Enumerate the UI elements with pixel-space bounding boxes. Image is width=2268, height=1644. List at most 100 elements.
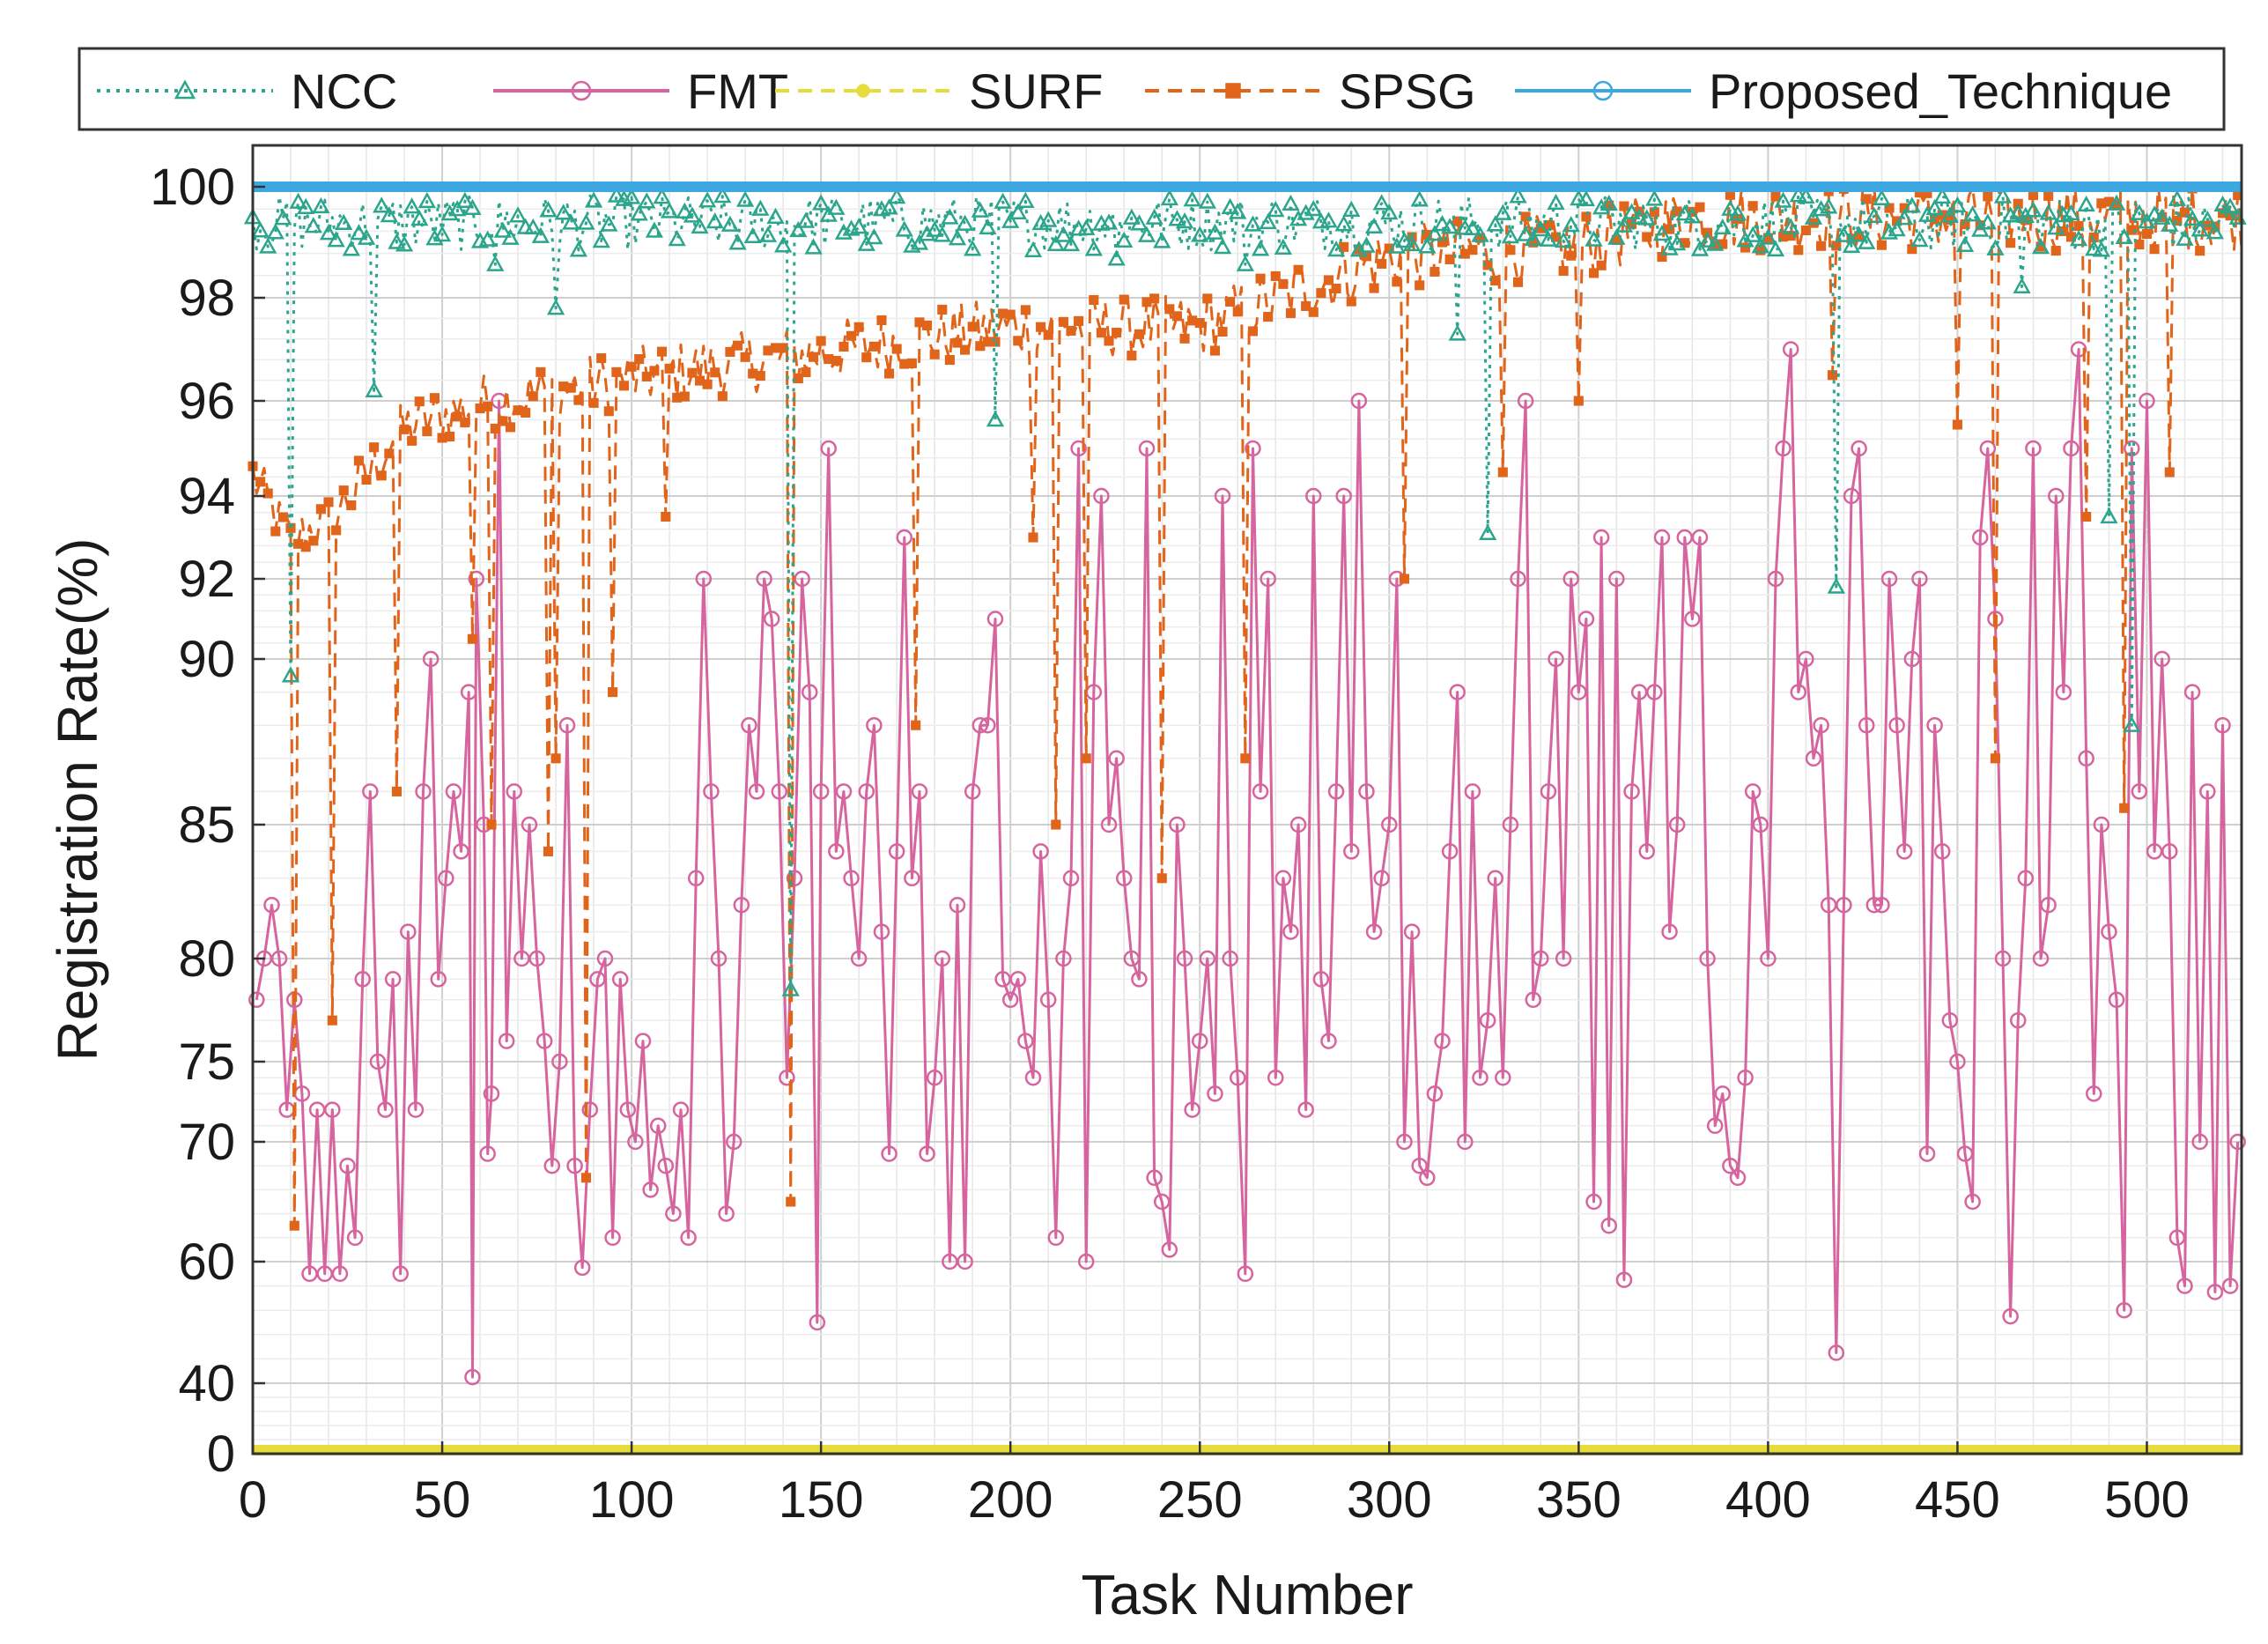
spsg-point bbox=[778, 343, 788, 353]
fmt-point bbox=[354, 971, 371, 988]
fmt-point bbox=[2229, 1133, 2246, 1151]
ncc-point bbox=[1865, 206, 1883, 224]
fmt-point bbox=[1646, 684, 1663, 700]
spsg-point bbox=[1066, 325, 1076, 336]
spsg-point bbox=[1263, 312, 1274, 322]
ncc-point bbox=[1842, 236, 1861, 253]
ncc-point bbox=[388, 233, 406, 249]
ncc-point bbox=[1660, 239, 1679, 255]
fmt-point bbox=[1199, 950, 1216, 967]
ncc-point bbox=[1902, 196, 1921, 213]
ncc-point bbox=[789, 220, 808, 238]
spsg-point bbox=[1573, 396, 1584, 406]
ncc-point bbox=[1622, 203, 1641, 219]
ncc-point bbox=[327, 231, 345, 248]
spsg-point bbox=[1058, 316, 1068, 327]
fmt-point bbox=[2025, 440, 2042, 457]
fmt-point bbox=[657, 1157, 675, 1174]
ncc-point bbox=[880, 198, 898, 215]
ncc-point bbox=[1986, 239, 2005, 255]
ncc-point bbox=[1357, 236, 1376, 253]
ncc-point bbox=[1433, 214, 1452, 232]
fmt-point bbox=[1108, 750, 1125, 767]
spsg-point bbox=[2149, 244, 2160, 255]
fmt-point bbox=[957, 1253, 973, 1270]
spsg-point bbox=[1581, 211, 1592, 222]
ncc-point bbox=[1039, 211, 1058, 227]
spsg-point bbox=[1695, 202, 1705, 212]
spsg-point bbox=[608, 687, 618, 698]
fmt-point bbox=[1472, 1069, 1489, 1086]
spsg-point bbox=[1520, 211, 1531, 222]
fmt-point bbox=[1009, 971, 1027, 988]
fmt-point bbox=[642, 1181, 659, 1198]
fmt-point bbox=[1115, 870, 1133, 887]
fmt-point bbox=[1312, 971, 1330, 988]
spsg-point bbox=[1104, 336, 1114, 346]
ncc-point bbox=[1016, 191, 1035, 208]
ncc-point bbox=[1137, 226, 1156, 242]
spsg-point bbox=[1119, 294, 1129, 305]
surf-point bbox=[856, 84, 870, 98]
spsg-point bbox=[952, 337, 963, 348]
fmt-point bbox=[558, 716, 576, 734]
fmt-point bbox=[2093, 816, 2110, 833]
fmt-point bbox=[2183, 684, 2201, 700]
ncc-point bbox=[2168, 189, 2187, 206]
x-tick-label: 0 bbox=[239, 1471, 267, 1529]
ncc-point bbox=[1372, 194, 1391, 211]
spsg-point bbox=[664, 363, 675, 374]
fmt-point bbox=[1282, 923, 1299, 940]
spsg-point bbox=[717, 391, 728, 402]
spsg-point bbox=[1043, 330, 1053, 340]
ncc-point bbox=[478, 230, 497, 247]
y-tick-label: 94 bbox=[178, 468, 235, 525]
spsg-point bbox=[679, 391, 690, 402]
spsg-point bbox=[1209, 345, 1220, 356]
ncc-point bbox=[1380, 203, 1399, 220]
spsg-point bbox=[1793, 245, 1804, 255]
fmt-point bbox=[1305, 487, 1322, 505]
fmt-point bbox=[1161, 1241, 1178, 1258]
ncc-point bbox=[1160, 189, 1178, 206]
spsg-point bbox=[876, 315, 887, 326]
fmt-point bbox=[911, 783, 928, 800]
ncc-point bbox=[796, 211, 816, 228]
spsg-point bbox=[1013, 336, 1023, 346]
spsg-point bbox=[2028, 189, 2038, 201]
fmt-point bbox=[2221, 1277, 2239, 1294]
spsg-point bbox=[1558, 265, 1569, 277]
ncc-point bbox=[1297, 204, 1315, 220]
fmt-point bbox=[1464, 783, 1481, 800]
fmt-point bbox=[1994, 950, 2012, 967]
fmt-point bbox=[1017, 1033, 1034, 1049]
fmt-point bbox=[1615, 1271, 1633, 1288]
ncc-point bbox=[1191, 226, 1209, 242]
fmt-point bbox=[1971, 529, 1989, 546]
fmt-point bbox=[566, 1157, 583, 1174]
legend-label: SURF bbox=[969, 63, 1103, 119]
spsg-point bbox=[603, 406, 614, 417]
fmt-point bbox=[1358, 783, 1375, 800]
spsg-point bbox=[929, 349, 940, 359]
x-tick-label: 100 bbox=[589, 1471, 675, 1529]
fmt-point bbox=[415, 783, 432, 800]
ncc-point bbox=[781, 980, 800, 996]
spsg-point bbox=[793, 373, 803, 384]
fmt-point bbox=[971, 716, 989, 734]
spsg-point bbox=[1134, 329, 1144, 339]
ncc-point bbox=[964, 240, 982, 256]
fmt-point bbox=[1600, 1217, 1617, 1234]
ncc-point bbox=[1478, 523, 1497, 540]
fmt-point bbox=[1252, 783, 1269, 800]
fmt-point bbox=[248, 991, 265, 1009]
spsg-point bbox=[891, 344, 902, 354]
fmt-markers bbox=[248, 341, 2246, 1386]
fmt-point bbox=[1540, 783, 1557, 800]
spsg-point bbox=[1247, 326, 1259, 337]
fmt-point bbox=[733, 896, 750, 914]
fmt-point bbox=[1956, 1145, 1974, 1162]
fmt-point bbox=[1396, 1133, 1413, 1151]
fmt-point bbox=[843, 870, 860, 887]
ncc-point bbox=[569, 241, 588, 257]
